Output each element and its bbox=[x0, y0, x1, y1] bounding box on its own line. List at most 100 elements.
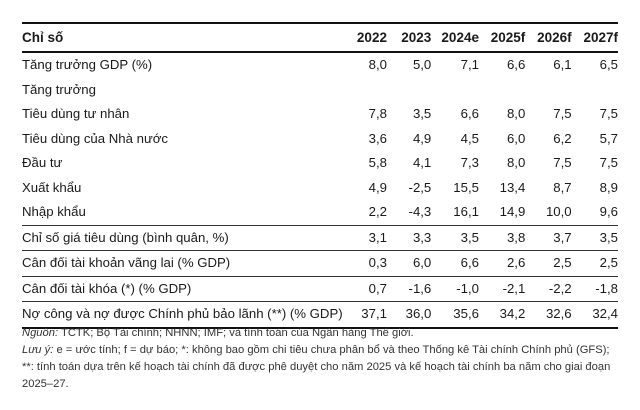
cell-value: -2,1 bbox=[478, 275, 526, 302]
cell-value: 3,5 bbox=[412, 106, 432, 121]
cell-value: 37,1 bbox=[342, 301, 387, 329]
cell-value: 32,6 bbox=[525, 301, 572, 329]
cell-value: 3,6 bbox=[368, 130, 387, 146]
cell-value: -4,3 bbox=[408, 204, 432, 219]
cell-value: 4,9 bbox=[412, 130, 432, 146]
cell-value: 7,3 bbox=[460, 155, 479, 170]
row-label: Nợ công và nợ được Chính phủ bảo lãnh (*… bbox=[22, 301, 343, 329]
cell-value: 8,9 bbox=[599, 179, 618, 195]
cell-value bbox=[431, 78, 479, 103]
note-text: e = ước tính; f = dự báo; *: không bao g… bbox=[22, 344, 611, 390]
cell-value: 0,7 bbox=[342, 275, 387, 302]
cell-value: 6,5 bbox=[599, 57, 618, 72]
cell-value: 8,0 bbox=[506, 106, 526, 121]
cell-value: 7,8 bbox=[368, 106, 387, 121]
row-label: Tiêu dùng của Nhà nước bbox=[22, 130, 169, 146]
cell-value: 15,5 bbox=[453, 179, 479, 195]
table-row: Tiêu dùng của Nhà nước 3,6 4,9 4,5 6,0 6… bbox=[22, 127, 618, 152]
cell-value: -1,0 bbox=[431, 275, 479, 302]
cell-value: 2,5 bbox=[571, 250, 618, 276]
cell-value: 13,4 bbox=[499, 179, 526, 195]
cell-value bbox=[479, 78, 525, 103]
cell-value: 3,8 bbox=[478, 224, 526, 251]
table-row: Chỉ số giá tiêu dùng (bình quân, %) 3,1 … bbox=[22, 224, 618, 251]
cell-value: 35,6 bbox=[431, 301, 479, 329]
table-notes: Nguồn: TCTK; Bộ Tài chính; NHNN; IMF; và… bbox=[22, 325, 622, 393]
cell-value: 10,0 bbox=[545, 204, 572, 219]
table-header-row: Chỉ số 2022 2023 2024e 2025f 2026f 2027f bbox=[22, 23, 618, 52]
cell-value: 7,5 bbox=[599, 155, 618, 170]
table-row: Đầu tư 5,8 4,1 7,3 8,0 7,5 7,5 bbox=[22, 151, 618, 176]
header-year: 2023 bbox=[401, 30, 432, 45]
cell-value: 8,0 bbox=[506, 155, 526, 170]
row-label: Xuất khẩu bbox=[22, 179, 82, 195]
cell-value: -1,6 bbox=[386, 275, 432, 302]
cell-value: 16,1 bbox=[453, 204, 479, 219]
header-year: 2026f bbox=[537, 30, 572, 45]
cell-value: 6,2 bbox=[553, 130, 572, 146]
cell-value: 6,1 bbox=[553, 57, 572, 72]
table-row: Tiêu dùng tư nhân 7,8 3,5 6,6 8,0 7,5 7,… bbox=[22, 102, 618, 127]
cell-value: 5,8 bbox=[368, 155, 387, 170]
cell-value: 5,7 bbox=[599, 130, 618, 146]
table-row: Nhập khẩu 2,2 -4,3 16,1 14,9 10,0 9,6 bbox=[22, 200, 618, 225]
cell-value: 6,6 bbox=[460, 106, 479, 121]
cell-value: 7,5 bbox=[599, 106, 618, 121]
cell-value: 6,6 bbox=[431, 250, 479, 276]
cell-value: 4,1 bbox=[412, 155, 432, 170]
cell-value: 3,3 bbox=[386, 224, 432, 251]
footnote: Lưu ý: e = ước tính; f = dự báo; *: khôn… bbox=[22, 342, 622, 393]
cell-value: 2,5 bbox=[525, 250, 572, 276]
table-row: Xuất khẩu 4,9 -2,5 15,5 13,4 8,7 8,9 bbox=[22, 176, 618, 201]
cell-value: -2,2 bbox=[525, 275, 572, 302]
cell-value bbox=[343, 78, 387, 103]
cell-value bbox=[387, 78, 431, 103]
cell-value: 6,0 bbox=[386, 250, 432, 276]
row-label: Tăng trưởng bbox=[22, 81, 96, 97]
table-row: Cân đối tài khóa (*) (% GDP) 0,7 -1,6 -1… bbox=[22, 275, 618, 302]
table-row: Tăng trưởng bbox=[22, 78, 618, 103]
source-label: Nguồn: bbox=[22, 327, 59, 339]
cell-value: 6,0 bbox=[506, 130, 526, 146]
cell-value: 5,0 bbox=[412, 57, 432, 72]
row-label: Tiêu dùng tư nhân bbox=[22, 106, 130, 121]
cell-value: 2,2 bbox=[368, 204, 387, 219]
header-indicator: Chỉ số bbox=[22, 30, 64, 45]
cell-value: 7,5 bbox=[553, 155, 572, 170]
row-label: Đầu tư bbox=[22, 155, 63, 170]
cell-value: 6,6 bbox=[506, 57, 526, 72]
cell-value: 3,7 bbox=[525, 224, 572, 251]
cell-value: 36,0 bbox=[386, 301, 432, 329]
header-year: 2027f bbox=[583, 30, 618, 45]
table-row: Cân đối tài khoản vãng lai (% GDP) 0,3 6… bbox=[22, 250, 618, 276]
row-label: Chỉ số giá tiêu dùng (bình quân, %) bbox=[22, 224, 343, 251]
row-label: Tăng trưởng GDP (%) bbox=[22, 57, 153, 72]
cell-value: -1,8 bbox=[571, 275, 618, 302]
row-label: Cân đối tài khóa (*) (% GDP) bbox=[22, 275, 343, 302]
header-year: 2025f bbox=[490, 30, 526, 45]
source-text: TCTK; Bộ Tài chính; NHNN; IMF; và tính t… bbox=[58, 327, 414, 339]
economic-indicators-table: Chỉ số 2022 2023 2024e 2025f 2026f 2027f… bbox=[22, 22, 618, 329]
header-year: 2022 bbox=[356, 30, 387, 45]
cell-value: -2,5 bbox=[408, 179, 432, 195]
cell-value bbox=[525, 78, 571, 103]
cell-value: 3,5 bbox=[571, 224, 618, 251]
cell-value: 7,1 bbox=[460, 57, 479, 72]
cell-value: 2,6 bbox=[478, 250, 526, 276]
cell-value: 3,1 bbox=[342, 224, 387, 251]
cell-value: 0,3 bbox=[342, 250, 387, 276]
header-year: 2024e bbox=[441, 30, 479, 45]
cell-value: 8,7 bbox=[553, 179, 572, 195]
cell-value: 34,2 bbox=[478, 301, 526, 329]
cell-value: 32,4 bbox=[571, 301, 618, 329]
source-note: Nguồn: TCTK; Bộ Tài chính; NHNN; IMF; và… bbox=[22, 325, 622, 342]
note-label: Lưu ý: bbox=[22, 344, 54, 356]
cell-value: 3,5 bbox=[431, 224, 479, 251]
table-row: Nợ công và nợ được Chính phủ bảo lãnh (*… bbox=[22, 301, 618, 329]
cell-value: 8,0 bbox=[368, 57, 387, 72]
cell-value: 4,5 bbox=[460, 130, 479, 146]
cell-value: 4,9 bbox=[368, 179, 387, 195]
table-row: Tăng trưởng GDP (%) 8,0 5,0 7,1 6,6 6,1 … bbox=[22, 52, 618, 78]
cell-value: 14,9 bbox=[499, 204, 526, 219]
